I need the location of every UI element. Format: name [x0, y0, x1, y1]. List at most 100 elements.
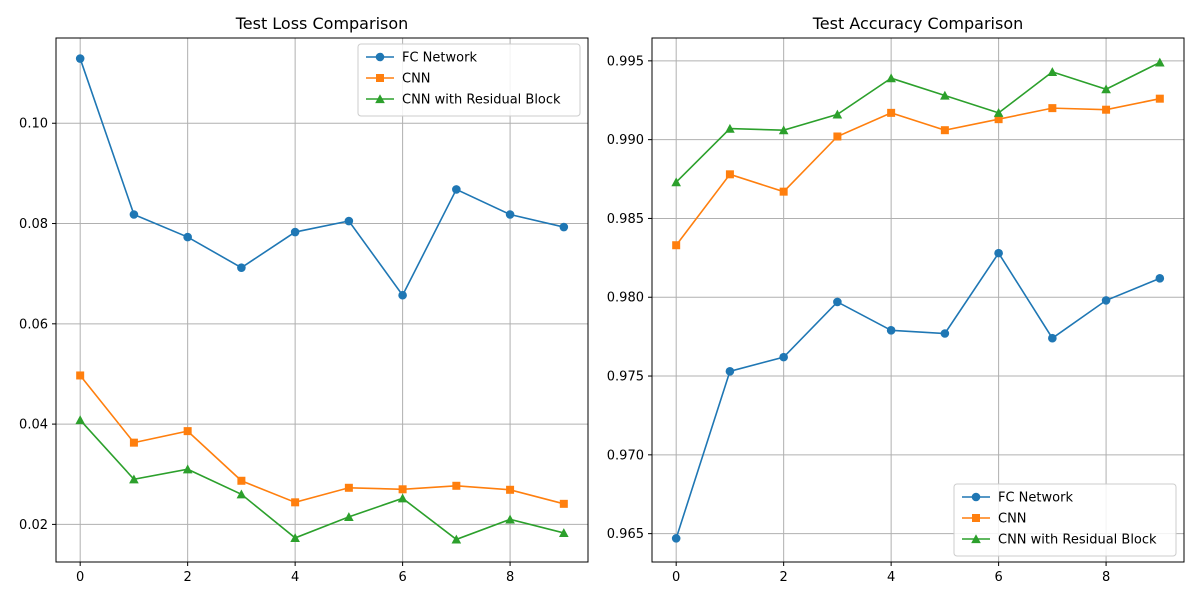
data-point [129, 438, 138, 447]
x-tick-label: 2 [780, 570, 788, 585]
legend-label: CNN with Residual Block [402, 93, 561, 108]
series-fc-network [671, 248, 1165, 543]
data-point [398, 290, 407, 300]
y-tick-label: 0.10 [19, 117, 48, 132]
data-point [779, 352, 788, 362]
data-point [940, 329, 950, 338]
chart-panel-2: 0 2 4 6 8 0.965 0.970 0.975 0.980 0.985 0.990 0.995… [607, 14, 1185, 585]
series-fc-network [75, 54, 569, 300]
data-point [129, 210, 139, 219]
data-point [725, 123, 735, 133]
legend-swatch-marker [971, 492, 981, 502]
data-point [559, 528, 569, 537]
data-point [398, 485, 407, 494]
data-point [129, 474, 139, 484]
data-point [779, 187, 788, 196]
x-tick-label: 2 [184, 570, 192, 585]
x-tick-label: 6 [994, 570, 1002, 585]
data-point [672, 241, 681, 250]
data-point [778, 125, 789, 135]
legend: FC Network CNN CNN with Residual Block [953, 483, 1177, 557]
data-point [725, 170, 734, 179]
data-point [559, 499, 568, 508]
legend-label: FC Network [998, 491, 1073, 506]
series-cnn [672, 94, 1164, 250]
series-cnn-with-residual-block [75, 415, 569, 544]
data-point [344, 512, 354, 521]
x-tick-label: 4 [291, 570, 299, 585]
series-line [79, 58, 564, 297]
legend-label: CNN with Residual Block [998, 533, 1157, 548]
data-point [452, 185, 461, 194]
data-point [1155, 94, 1164, 103]
data-point [344, 216, 354, 226]
series-line [675, 97, 1160, 246]
data-point [452, 481, 461, 490]
data-point [1155, 57, 1165, 67]
data-point [237, 263, 246, 272]
x-tick-label: 4 [887, 570, 895, 585]
data-point [237, 476, 246, 485]
series-line [675, 251, 1161, 539]
x-tick-label: 0 [672, 570, 680, 585]
data-point [344, 483, 353, 492]
series-line [675, 61, 1161, 183]
y-tick-label: 0.06 [19, 317, 48, 332]
chart-title: Test Loss Comparison [235, 14, 409, 33]
y-tick-label: 0.970 [607, 448, 644, 463]
data-point [887, 108, 896, 117]
y-tick-label: 0.980 [607, 291, 644, 306]
data-point [183, 427, 192, 436]
data-point [671, 177, 681, 187]
x-tick-label: 0 [76, 570, 84, 585]
x-tick-label: 8 [1102, 570, 1110, 585]
data-point [993, 108, 1004, 117]
data-point [1048, 104, 1057, 113]
data-point [994, 115, 1003, 124]
data-point [940, 90, 950, 100]
legend-label: CNN [998, 512, 1027, 527]
data-point [832, 109, 843, 119]
chart-panel-1: 0 2 4 6 8 0.02 0.04 0.06 0.08 0.10 Test Loss Compa… [19, 14, 589, 585]
data-point [505, 210, 515, 219]
y-tick-label: 0.965 [607, 527, 644, 542]
data-point [833, 297, 842, 307]
y-tick-label: 0.08 [19, 217, 48, 232]
y-tick-label: 0.04 [19, 418, 48, 433]
legend-box [953, 483, 1177, 557]
legend-swatch-marker [971, 534, 981, 544]
data-point [1102, 105, 1111, 114]
x-tick-label: 6 [398, 570, 406, 585]
y-tick-label: 0.995 [607, 54, 644, 69]
data-point [506, 485, 515, 494]
legend-swatch-marker [376, 74, 384, 82]
plot-area-frame [651, 37, 1185, 563]
x-tick-label: 8 [506, 570, 514, 585]
data-point [236, 489, 247, 499]
y-tick-label: 0.985 [607, 212, 644, 227]
data-point [290, 533, 300, 543]
y-tick-label: 0.990 [607, 133, 644, 148]
data-point [451, 534, 462, 544]
data-point [559, 222, 569, 232]
legend: FC Network CNN CNN with Residual Block [357, 43, 581, 117]
legend-swatch-marker [375, 52, 385, 62]
legend-label: CNN [402, 72, 431, 87]
data-point [1155, 274, 1165, 283]
data-point [671, 534, 681, 543]
data-point [1101, 84, 1111, 94]
legend-swatch-marker [375, 94, 385, 104]
legend-label: FC Network [402, 51, 477, 66]
legend-swatch-marker [972, 514, 980, 522]
data-point [1101, 296, 1111, 305]
data-point [833, 132, 842, 141]
data-point [994, 248, 1003, 258]
data-point [76, 371, 85, 380]
series-line [79, 419, 565, 541]
data-point [291, 498, 300, 507]
data-point [886, 326, 896, 335]
series-line [79, 374, 565, 505]
chart-title: Test Accuracy Comparison [812, 14, 1024, 33]
